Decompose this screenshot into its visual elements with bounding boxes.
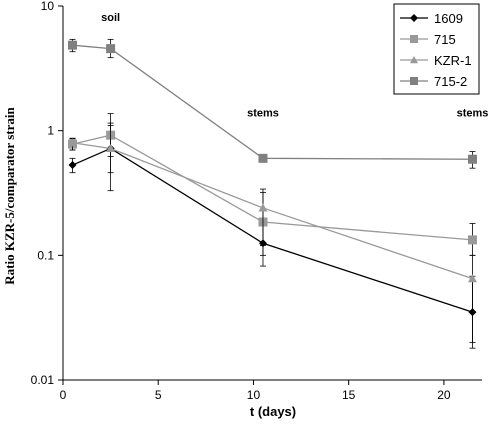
data-point [106, 143, 116, 153]
legend-label: 715 [434, 32, 456, 47]
series-layer [68, 38, 477, 349]
y-tick-label: 0.1 [37, 248, 54, 262]
y-tick-label: 1 [47, 124, 54, 138]
data-point [467, 235, 477, 245]
legend: 1609 715 KZR-1 715-2 [393, 3, 480, 95]
x-axis-title: t (days) [250, 404, 296, 419]
series-715 [68, 113, 477, 256]
y-tick-label: 10 [41, 0, 55, 13]
data-point [410, 14, 418, 22]
series-715-2 [68, 38, 477, 169]
x-tick-label: 0 [60, 388, 67, 402]
x-ticks: 0 5 10 15 20 [60, 380, 451, 402]
y-tick-label: 0.01 [31, 373, 55, 387]
legend-box [393, 3, 480, 95]
legend-item: 715 [400, 32, 456, 47]
x-tick-label: 5 [155, 388, 162, 402]
y-axis-title: Ratio KZR-5/comparator strain [2, 107, 17, 285]
legend-item: 715-2 [400, 74, 467, 89]
data-point [68, 40, 78, 50]
legend-label: 1609 [434, 11, 463, 26]
annotation-label: stems [247, 107, 279, 119]
series-KZR-1 [68, 122, 477, 343]
legend-item: KZR-1 [400, 53, 472, 68]
axes [62, 6, 482, 381]
data-point [410, 77, 418, 85]
x-tick-label: 20 [437, 388, 451, 402]
data-point [258, 153, 268, 163]
series-line [72, 44, 473, 160]
series-line [72, 142, 473, 280]
data-point [258, 203, 268, 212]
legend-label: KZR-1 [434, 53, 472, 68]
data-point [410, 56, 418, 64]
data-point [68, 161, 77, 170]
x-tick-label: 10 [247, 388, 261, 402]
data-point [410, 35, 418, 43]
y-ticks: 0.01 0.1 1 10 [31, 0, 63, 387]
data-point [106, 44, 116, 54]
series-line [72, 147, 473, 313]
legend-item: 1609 [400, 11, 463, 26]
x-tick-label: 15 [342, 388, 356, 402]
annotation-label: stems [457, 107, 489, 119]
series-line [72, 134, 473, 241]
annotations: soil stems stems [101, 12, 488, 120]
annotation-label: soil [101, 12, 120, 24]
data-point [68, 138, 78, 147]
data-point [467, 274, 477, 283]
legend-label: 715-2 [434, 74, 467, 89]
data-point [467, 154, 477, 164]
